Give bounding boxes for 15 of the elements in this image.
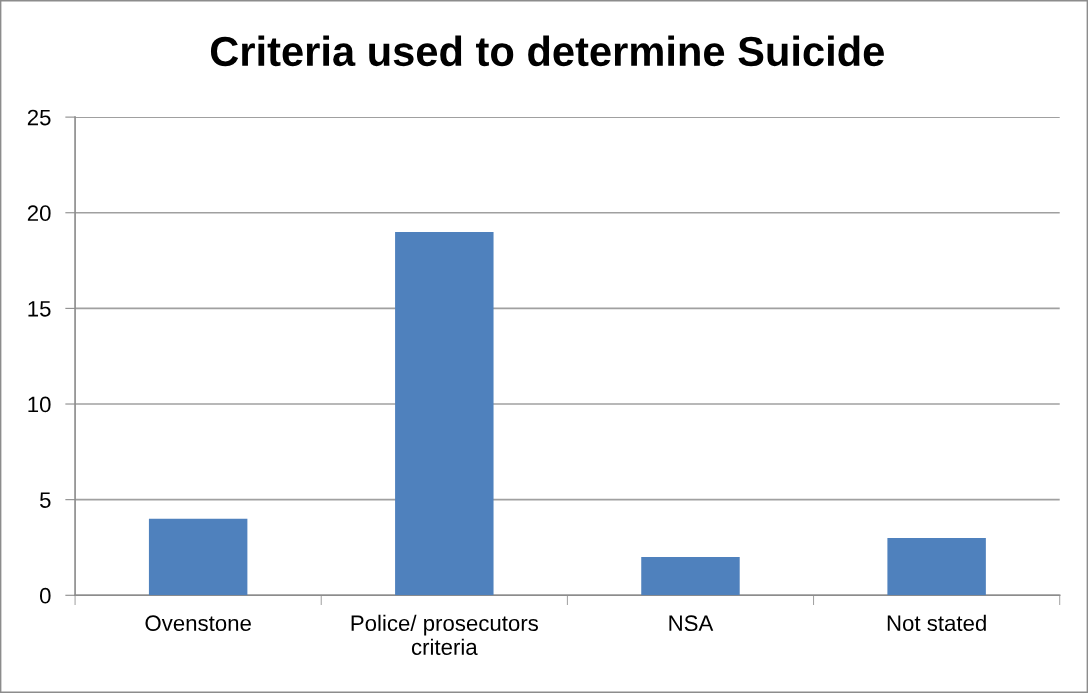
bar <box>887 537 986 596</box>
x-tick-label: Not stated <box>887 614 986 632</box>
y-tick-label: 25 <box>27 109 51 126</box>
y-tick-label: 5 <box>39 492 51 508</box>
x-tick-label: NSA <box>669 615 714 632</box>
bar <box>641 557 740 596</box>
x-tick-label: Ovenstone <box>145 615 251 632</box>
y-tick-label: 20 <box>27 205 51 222</box>
chart-title: Criteria used to determine Suicide <box>210 35 884 67</box>
y-tick-label: 15 <box>28 301 51 317</box>
x-tick-label: Police/ prosecutors criteria <box>351 614 538 655</box>
bar <box>148 518 248 596</box>
bar <box>395 231 494 596</box>
y-tick-label: 0 <box>39 587 51 604</box>
y-tick-label: 10 <box>28 396 51 413</box>
